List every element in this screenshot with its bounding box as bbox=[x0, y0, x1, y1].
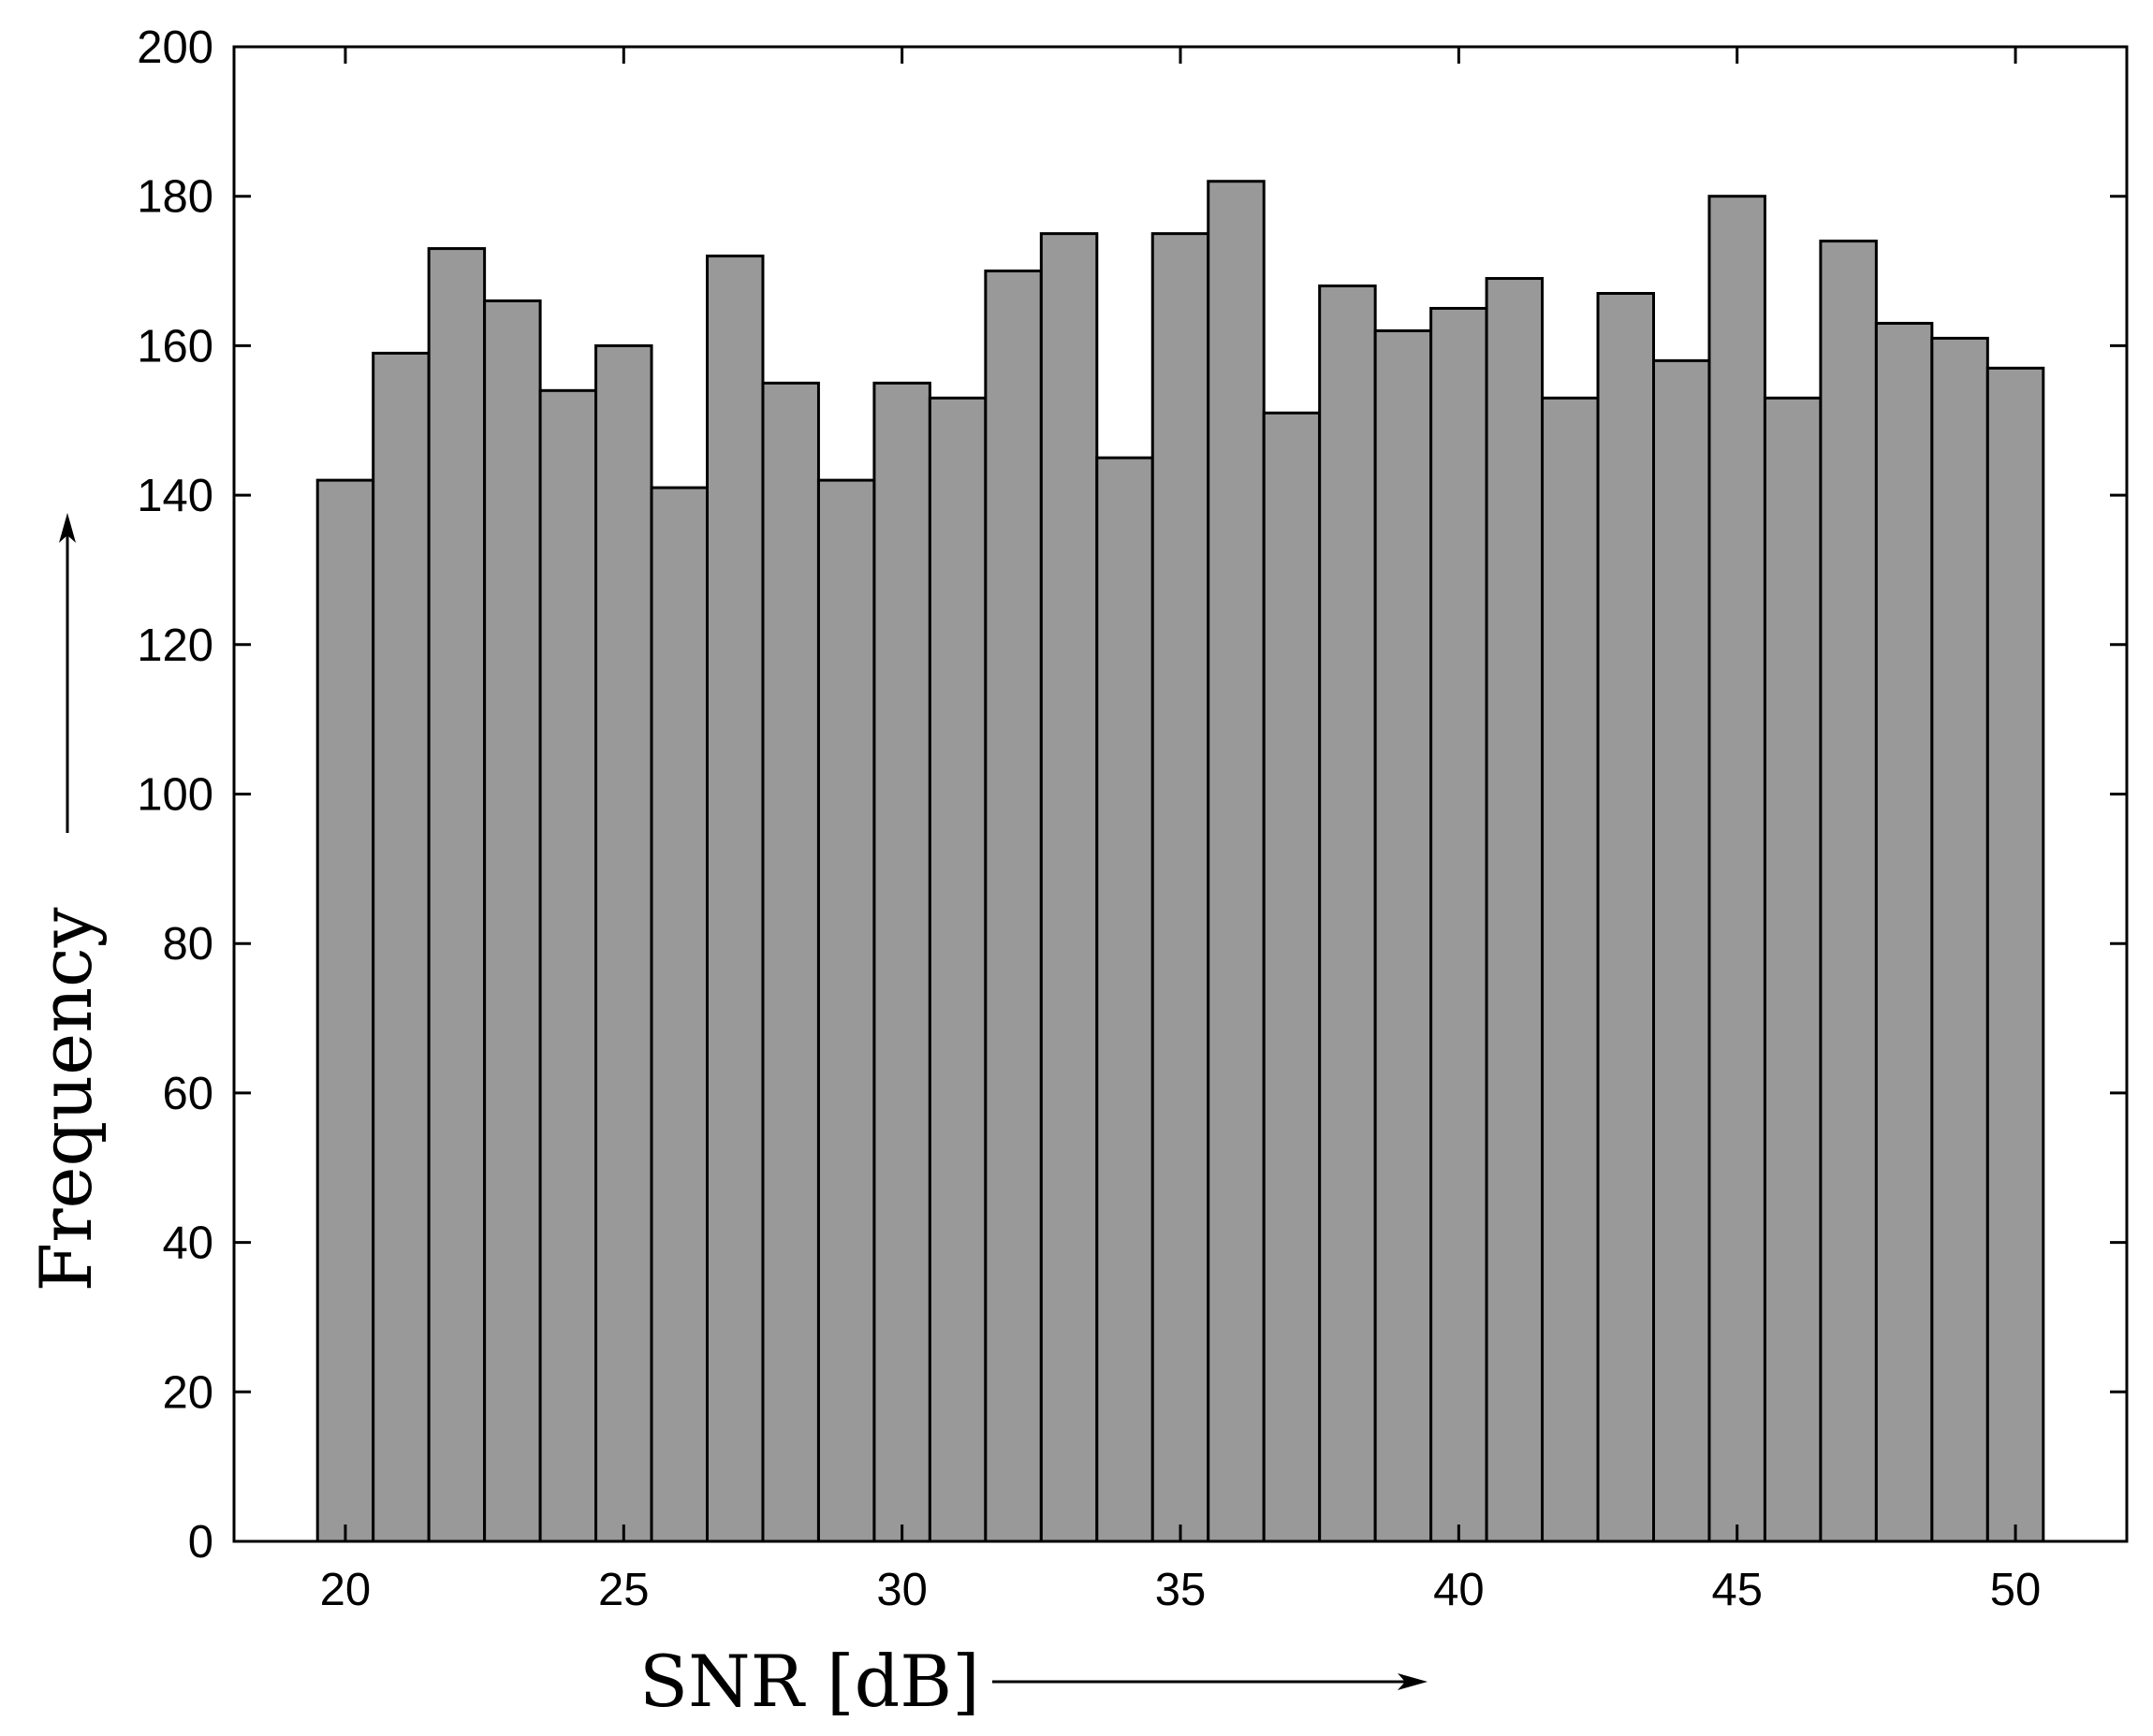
bar-snr-22 bbox=[427, 247, 487, 1543]
y-tick-label: 0 bbox=[188, 1517, 213, 1568]
bar-snr-34 bbox=[1095, 456, 1154, 1543]
x-tick-label: 25 bbox=[598, 1565, 650, 1615]
bar-snr-26 bbox=[650, 486, 710, 1543]
bar-snr-29 bbox=[816, 478, 876, 1543]
bar-snr-38 bbox=[1318, 284, 1377, 1543]
bar-snr-44 bbox=[1652, 358, 1711, 1543]
bar-snr-41 bbox=[1485, 277, 1545, 1543]
y-tick-label: 100 bbox=[137, 770, 213, 821]
bar-snr-50 bbox=[1985, 366, 2045, 1543]
y-tick-label: 120 bbox=[137, 620, 213, 671]
bar-snr-27 bbox=[706, 255, 765, 1543]
ticks-group: 0 20 40 60 80 100 120 140 160 180 200 20 25 30 35 40 45 5… bbox=[137, 22, 2127, 1615]
bar-snr-39 bbox=[1373, 328, 1433, 1543]
bar-snr-20 bbox=[315, 478, 375, 1543]
x-tick-label: 50 bbox=[1990, 1565, 2042, 1615]
bar-snr-40 bbox=[1429, 306, 1488, 1543]
y-tick-label: 140 bbox=[137, 471, 213, 521]
bar-snr-25 bbox=[594, 343, 653, 1543]
bar-snr-42 bbox=[1541, 396, 1600, 1543]
bar-snr-33 bbox=[1039, 232, 1099, 1543]
bar-snr-28 bbox=[761, 381, 820, 1543]
bar-snr-37 bbox=[1262, 411, 1322, 1543]
x-tick-label: 40 bbox=[1433, 1565, 1485, 1615]
bar-snr-43 bbox=[1596, 292, 1656, 1543]
bar-snr-30 bbox=[872, 381, 931, 1543]
bar-snr-21 bbox=[372, 351, 431, 1543]
y-tick-label: 200 bbox=[137, 22, 213, 73]
y-tick-label: 40 bbox=[162, 1218, 213, 1269]
bar-snr-31 bbox=[928, 396, 988, 1543]
x-tick-label: 20 bbox=[320, 1565, 372, 1615]
bar-snr-46 bbox=[1763, 396, 1823, 1543]
bar-snr-32 bbox=[984, 270, 1043, 1543]
bar-snr-36 bbox=[1207, 180, 1266, 1543]
bar-snr-23 bbox=[483, 299, 542, 1543]
x-tick-label: 45 bbox=[1711, 1565, 1763, 1615]
x-axis-arrow bbox=[992, 1673, 1428, 1690]
y-axis-arrow bbox=[59, 513, 76, 833]
y-tick-label: 160 bbox=[137, 321, 213, 372]
y-axis-label: Frequency bbox=[24, 907, 108, 1291]
bar-snr-48 bbox=[1874, 321, 1934, 1543]
bars-group bbox=[315, 180, 2045, 1543]
x-axis-label: SNR [dB] bbox=[639, 1640, 980, 1723]
bar-snr-47 bbox=[1819, 240, 1878, 1543]
y-tick-label: 80 bbox=[162, 919, 213, 970]
x-tick-label: 30 bbox=[876, 1565, 928, 1615]
bar-snr-24 bbox=[538, 388, 598, 1543]
x-tick-label: 35 bbox=[1155, 1565, 1207, 1615]
bar-snr-45 bbox=[1707, 195, 1766, 1543]
y-tick-label: 20 bbox=[162, 1367, 213, 1418]
bar-snr-35 bbox=[1150, 232, 1210, 1543]
bar-snr-49 bbox=[1930, 336, 1989, 1543]
y-tick-label: 60 bbox=[162, 1069, 213, 1119]
y-tick-label: 180 bbox=[137, 172, 213, 223]
